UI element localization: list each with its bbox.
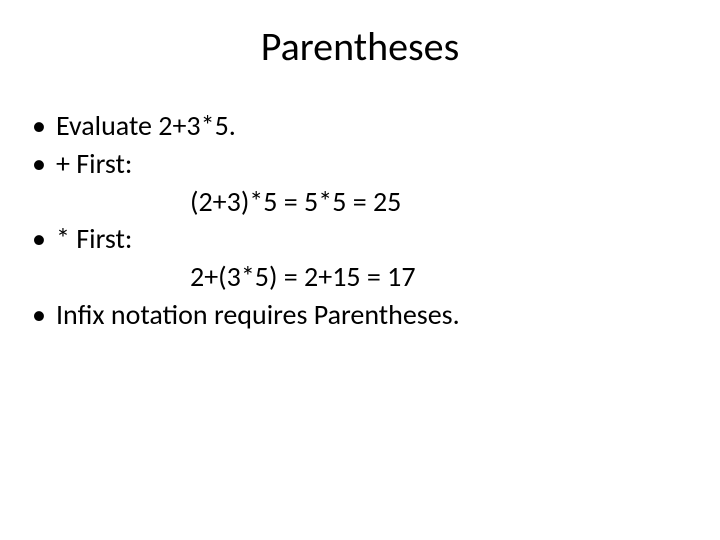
equation-line: (2+3)*5 = 5*5 = 25 [30, 183, 690, 221]
bullet-text: Infix notation requires Parentheses. [56, 296, 690, 334]
bullet-dot-icon: • [30, 220, 56, 258]
bullet-item: • Evaluate 2+3*5. [30, 107, 690, 145]
bullet-item: • + First: [30, 145, 690, 183]
equation-line: 2+(3*5) = 2+15 = 17 [30, 258, 690, 296]
bullet-text: + First: [56, 145, 690, 183]
bullet-text: Evaluate 2+3*5. [56, 107, 690, 145]
slide-title: Parentheses [0, 0, 720, 81]
bullet-text: * First: [56, 220, 690, 258]
slide-body: • Evaluate 2+3*5. • + First: (2+3)*5 = 5… [0, 81, 720, 334]
bullet-item: • * First: [30, 220, 690, 258]
bullet-dot-icon: • [30, 145, 56, 183]
slide: Parentheses • Evaluate 2+3*5. • + First:… [0, 0, 720, 540]
bullet-dot-icon: • [30, 107, 56, 145]
bullet-dot-icon: • [30, 296, 56, 334]
bullet-item: • Infix notation requires Parentheses. [30, 296, 690, 334]
